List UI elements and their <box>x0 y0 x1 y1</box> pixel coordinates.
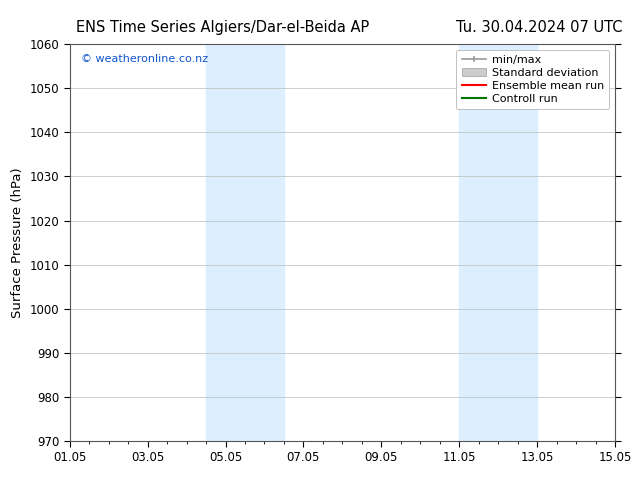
Y-axis label: Surface Pressure (hPa): Surface Pressure (hPa) <box>11 167 24 318</box>
Text: © weatheronline.co.nz: © weatheronline.co.nz <box>81 54 208 64</box>
Legend: min/max, Standard deviation, Ensemble mean run, Controll run: min/max, Standard deviation, Ensemble me… <box>456 49 609 109</box>
Bar <box>459 44 537 441</box>
Text: ENS Time Series Algiers/Dar-el-Beida AP: ENS Time Series Algiers/Dar-el-Beida AP <box>76 20 370 35</box>
Text: Tu. 30.04.2024 07 UTC: Tu. 30.04.2024 07 UTC <box>456 20 623 35</box>
Bar <box>206 44 284 441</box>
